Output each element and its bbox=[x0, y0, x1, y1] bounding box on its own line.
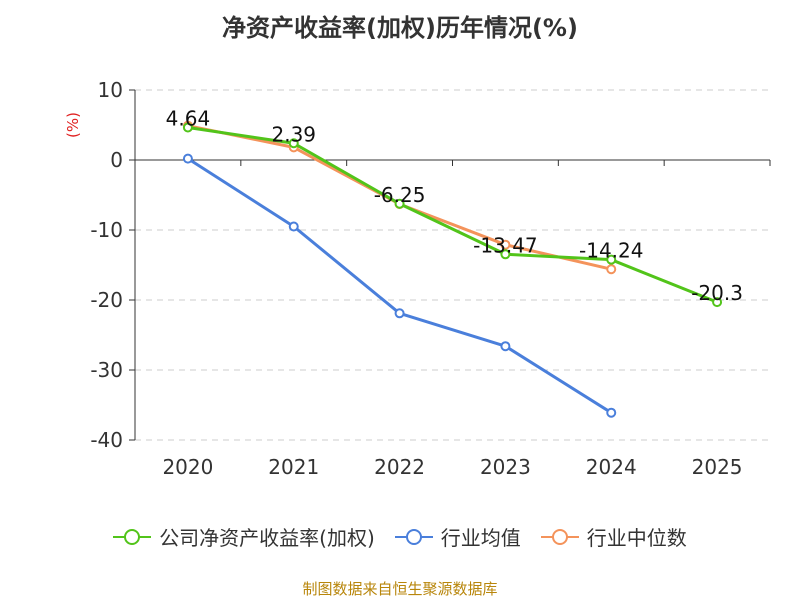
data-label: -20.3 bbox=[691, 281, 743, 305]
data-point-company-roe bbox=[182, 122, 193, 133]
data-label: -6.25 bbox=[374, 183, 426, 207]
data-point-industry-mean bbox=[606, 407, 617, 418]
legend: 公司净资产收益率(加权) 行业均值 行业中位数 bbox=[0, 522, 800, 551]
data-label: -13.47 bbox=[473, 233, 537, 257]
legend-line-icon bbox=[540, 528, 579, 545]
y-tick-label: -40 bbox=[90, 428, 123, 452]
x-tick-label: 2022 bbox=[374, 455, 425, 479]
x-tick-label: 2025 bbox=[692, 455, 743, 479]
legend-label: 公司净资产收益率(加权) bbox=[159, 526, 375, 550]
data-label: 2.39 bbox=[271, 122, 316, 146]
data-point-company-roe bbox=[394, 198, 405, 209]
data-label: 4.64 bbox=[166, 107, 211, 131]
data-point-industry-mean bbox=[500, 341, 511, 352]
legend-label: 行业均值 bbox=[440, 526, 521, 550]
legend-line-icon bbox=[113, 528, 152, 545]
y-tick-label: -10 bbox=[90, 218, 123, 242]
x-tick-label: 2021 bbox=[268, 455, 319, 479]
x-tick-label: 2024 bbox=[586, 455, 637, 479]
x-tick-label: 2020 bbox=[162, 455, 213, 479]
legend-label: 行业中位数 bbox=[586, 526, 687, 550]
data-point-industry-median bbox=[606, 264, 617, 275]
legend-item-company[interactable]: 公司净资产收益率(加权) bbox=[113, 522, 375, 551]
y-axis-label: (%) bbox=[64, 112, 82, 138]
data-point-company-roe bbox=[288, 138, 299, 149]
data-point-industry-mean bbox=[288, 221, 299, 232]
source-note: 制图数据来自恒生聚源数据库 bbox=[302, 580, 498, 598]
data-point-company-roe bbox=[500, 249, 511, 260]
data-point-industry-mean bbox=[182, 153, 193, 164]
series-line-company-roe bbox=[187, 126, 718, 304]
data-point-industry-mean bbox=[394, 308, 405, 319]
y-tick-label: -30 bbox=[90, 358, 123, 382]
data-point-company-roe bbox=[606, 254, 617, 265]
legend-item-industry-median[interactable]: 行业中位数 bbox=[540, 522, 687, 551]
y-tick-label: 0 bbox=[110, 148, 123, 172]
data-label: -14.24 bbox=[579, 239, 643, 263]
y-tick-label: 10 bbox=[98, 78, 123, 102]
data-point-industry-median bbox=[500, 239, 511, 250]
data-point-company-roe bbox=[712, 297, 723, 308]
legend-item-industry-mean[interactable]: 行业均值 bbox=[394, 522, 521, 551]
x-tick-label: 2023 bbox=[480, 455, 531, 479]
legend-line-icon bbox=[394, 528, 433, 545]
y-tick-label: -20 bbox=[90, 288, 123, 312]
chart-title: 净资产收益率(加权)历年情况(%) bbox=[222, 14, 578, 42]
